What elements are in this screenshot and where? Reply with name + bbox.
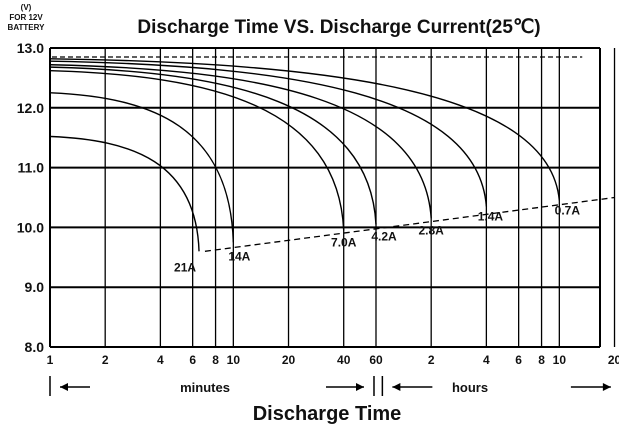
curve-label: 21A — [174, 260, 196, 274]
hours-label: hours — [452, 380, 488, 395]
curve-label: 0.7A — [555, 203, 581, 217]
curve-label: 4.2A — [371, 229, 397, 243]
y-tick-label: 8.0 — [25, 339, 45, 355]
discharge-curve — [50, 70, 345, 231]
minutes-arrow-left-head — [60, 383, 68, 391]
x-tick-label: 10 — [227, 353, 241, 367]
discharge-curves: 21A 14A 7.0A 4.2A 2.8A 1.4A 0.7A — [50, 56, 615, 274]
x-tick-label: 8 — [212, 353, 219, 367]
final-voltage-dashed-line — [204, 196, 615, 252]
x-tick-label: 4 — [483, 353, 490, 367]
x-tick-label: 6 — [189, 353, 196, 367]
curve-label: 14A — [228, 249, 250, 263]
discharge-curve — [50, 58, 561, 201]
discharge-curve — [50, 64, 432, 219]
y-axis-label-battery: FOR 12V — [9, 13, 43, 22]
x-axis-title: Discharge Time — [253, 403, 402, 425]
chart-grid — [49, 47, 616, 348]
curve-label: 2.8A — [419, 223, 445, 237]
discharge-curve — [50, 66, 377, 225]
axis-ticks: 13.012.011.010.09.08.01 2 4 6 8 10 20 40 60 2 4 6 8 1… — [17, 40, 619, 396]
y-tick-label: 9.0 — [25, 279, 45, 295]
discharge-curve — [50, 135, 200, 252]
curve-label: 1.4A — [478, 209, 504, 223]
discharge-curve — [50, 92, 235, 243]
y-axis-label-unit: (V) — [21, 3, 32, 12]
discharge-curve — [50, 60, 488, 207]
x-tick-label: 20 — [608, 353, 619, 367]
x-tick-label: 1 — [47, 353, 54, 367]
x-tick-label: 60 — [369, 353, 383, 367]
chart-title: Discharge Time VS. Discharge Current(25℃… — [137, 17, 540, 38]
y-tick-label: 11.0 — [18, 160, 45, 176]
time-units: minutes hours — [180, 380, 488, 395]
y-tick-label: 12.0 — [17, 100, 44, 116]
x-tick-label: 10 — [553, 353, 567, 367]
minutes-arrow-right-head — [355, 383, 364, 391]
x-tick-label: 20 — [282, 353, 296, 367]
y-tick-label: 13.0 — [17, 40, 44, 56]
y-tick-label: 10.0 — [17, 219, 44, 235]
minutes-label: minutes — [180, 380, 230, 395]
curve-label: 7.0A — [331, 235, 357, 249]
y-axis-label-type: BATTERY — [8, 23, 46, 32]
x-tick-label: 6 — [515, 353, 522, 367]
x-tick-label: 40 — [337, 353, 351, 367]
hours-arrow-right-head — [602, 383, 611, 391]
x-tick-label: 4 — [157, 353, 164, 367]
x-tick-label: 2 — [102, 353, 109, 367]
x-tick-label: 2 — [428, 353, 435, 367]
x-tick-label: 8 — [538, 353, 545, 367]
hours-arrow-left-head — [392, 383, 401, 391]
